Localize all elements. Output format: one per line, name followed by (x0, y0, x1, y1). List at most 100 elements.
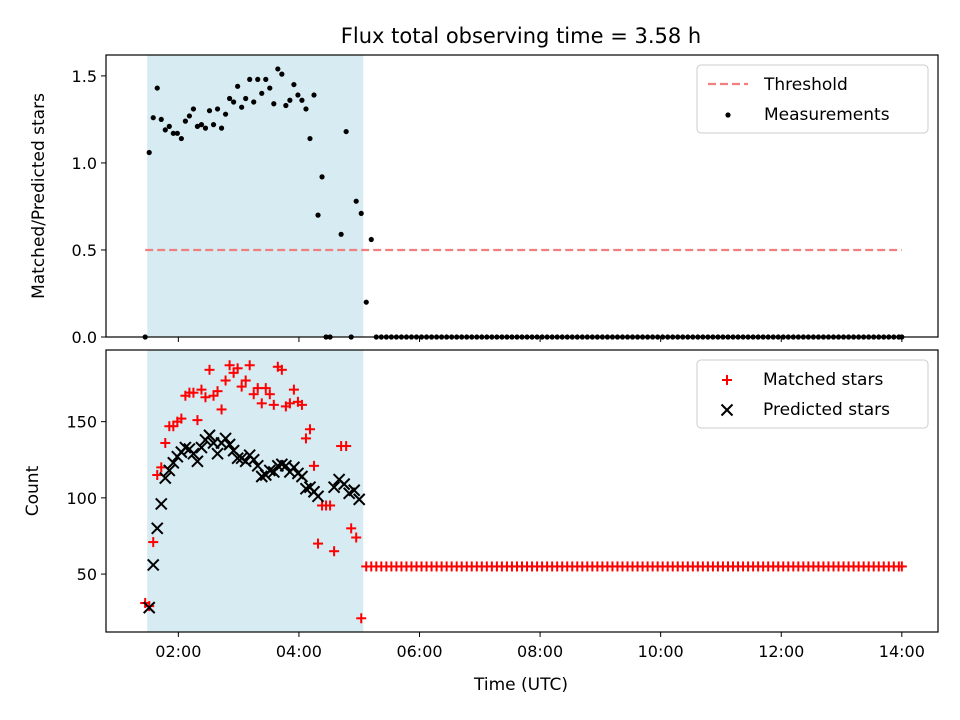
measurement-point (194, 123, 201, 129)
matched-star-point (232, 363, 243, 374)
matched-star-point (309, 460, 319, 471)
matched-star-point (200, 392, 211, 403)
measurement-point (315, 212, 321, 218)
matched-star-point (356, 613, 367, 624)
predicted-stars-legend-marker (720, 403, 734, 417)
measurement-point (239, 104, 245, 110)
count-y-tick-label: 150 (66, 413, 97, 432)
matched-star-point (152, 469, 163, 480)
matched-star-point (160, 437, 171, 448)
matched-star-point (240, 375, 251, 386)
matched-star-point (236, 381, 247, 392)
measurement-point (255, 76, 261, 82)
measurement-point (343, 128, 349, 135)
measurements-legend-label: Measurements (764, 105, 890, 125)
matched-star-point (341, 441, 352, 452)
predicted-star-point (247, 453, 260, 466)
measurement-point (222, 111, 229, 117)
matched-star-point (156, 462, 167, 473)
matched-star-point (204, 364, 215, 375)
predicted-star-point (353, 493, 366, 506)
measurement-point (307, 135, 313, 142)
measurement-point (267, 85, 273, 91)
matched-stars-legend-label: Matched stars (763, 370, 883, 390)
measurement-point (206, 108, 213, 114)
measurement-point (251, 99, 257, 105)
measurement-point (158, 116, 164, 123)
measurement-point (182, 118, 188, 124)
count-observing-window-shade (147, 350, 364, 632)
matched-star-point (284, 398, 295, 409)
measurement-point (214, 106, 221, 112)
ratio-axes-frame (105, 54, 939, 338)
measurement-point (166, 123, 172, 129)
matched-stars-legend-swatch (722, 375, 732, 385)
predicted-star-point (219, 432, 232, 445)
predicted-star-point (167, 456, 180, 470)
matched-star-point (268, 399, 279, 410)
count-x-tick-label: 10:00 (638, 642, 684, 661)
measurement-point (263, 76, 269, 82)
measurement-point (243, 95, 249, 102)
count-x-tick-label: 02:00 (155, 642, 201, 661)
measurement-point (174, 130, 180, 136)
matched-star-point (256, 398, 267, 409)
count-x-tick-label: 06:00 (396, 642, 442, 661)
ratio-y-tick-label: 1.5 (72, 67, 97, 86)
measurement-point (231, 99, 237, 105)
matched-star-point (192, 415, 203, 426)
count-legend: Matched stars Predicted stars (696, 359, 929, 429)
measurement-point (210, 122, 217, 128)
measurement-point (275, 66, 281, 72)
matched-star-point (244, 360, 255, 371)
matched-star-point (220, 375, 231, 386)
matched-star-point (313, 538, 324, 549)
predicted-star-point (347, 484, 361, 497)
measurement-point (178, 135, 184, 142)
predicted-star-point (155, 497, 168, 511)
measurement-point (259, 90, 265, 96)
count-y-axis-label: Count (23, 465, 43, 516)
measurement-point (338, 231, 344, 237)
count-x-tick-label: 14:00 (879, 642, 925, 661)
predicted-star-point (211, 447, 224, 460)
measurement-point (235, 83, 241, 89)
predicted-star-point (295, 470, 309, 483)
predicted-star-point (231, 452, 244, 465)
matched-star-point (248, 389, 259, 400)
predicted-star-point (151, 522, 164, 535)
count-legend-box (696, 359, 929, 429)
matched-star-point (212, 386, 223, 397)
predicted-star-point (163, 464, 176, 477)
ratio-y-axis-label: Matched/Predicted stars (29, 93, 49, 299)
predicted-star-point (191, 455, 204, 468)
measurement-point (295, 92, 301, 98)
measurement-point (299, 97, 305, 103)
predicted-star-point (203, 429, 216, 442)
measurement-point (154, 85, 160, 91)
predicted-star-point (147, 558, 160, 572)
measurement-point (162, 127, 168, 133)
matched-star-point (351, 532, 362, 543)
measurement-point (146, 149, 152, 156)
matched-star-point (224, 360, 235, 371)
matched-stars-legend-marker (722, 375, 732, 385)
measurement-point (283, 102, 289, 109)
count-x-tick-label: 12:00 (758, 642, 804, 661)
measurement-point (287, 97, 293, 103)
measurement-point (170, 130, 176, 136)
matched-star-point (176, 413, 187, 424)
ratio-legend: Threshold Measurements (696, 64, 929, 134)
matched-star-point (196, 384, 207, 395)
measurement-point (358, 210, 364, 217)
count-y-tick-label: 50 (77, 565, 97, 584)
measurement-point (198, 122, 205, 128)
ratio-y-tick-label: 0.5 (72, 241, 97, 260)
predicted-star-point (179, 441, 192, 454)
predicted-star-point (143, 601, 156, 614)
matched-star-point (288, 384, 299, 395)
predicted-star-point (195, 441, 208, 454)
predicted-star-point (159, 471, 172, 485)
x-axis-label: Time (UTC) (473, 675, 568, 695)
